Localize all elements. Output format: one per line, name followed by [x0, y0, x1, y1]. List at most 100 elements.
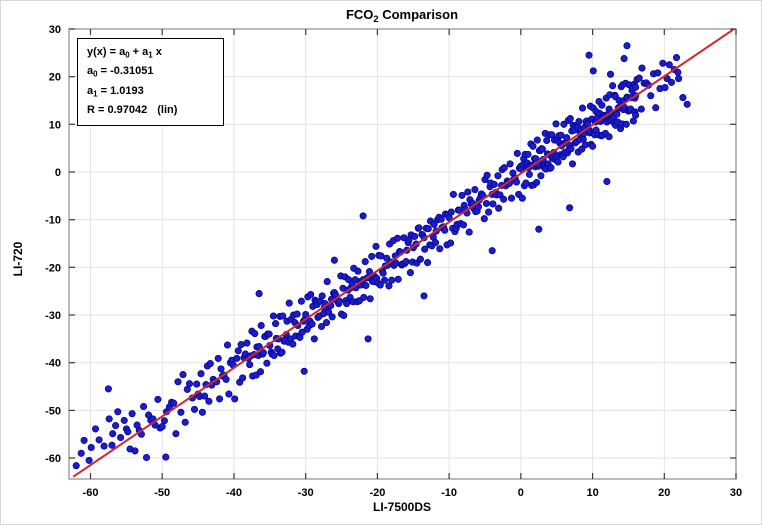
scatter-point: [606, 70, 615, 78]
scatter-point: [179, 371, 187, 379]
x-tick-label: 20: [658, 487, 670, 499]
regression-stats-box: y(x) = a0 + a1 x a0 = -0.31051 a1 = 1.01…: [77, 38, 224, 127]
scatter-point: [385, 282, 393, 290]
scatter-point: [109, 430, 117, 438]
scatter-point: [85, 456, 93, 464]
scatter-point: [524, 150, 532, 158]
scatter-point: [365, 268, 374, 276]
scatter-point: [623, 42, 631, 50]
scatter-point: [652, 104, 660, 112]
scatter-point: [217, 365, 225, 373]
scatter-point: [437, 215, 445, 223]
scatter-point: [421, 245, 429, 253]
scatter-point: [72, 462, 80, 470]
scatter-point: [518, 194, 526, 202]
scatter-point: [263, 359, 271, 367]
scatter-point: [225, 390, 233, 398]
scatter-point: [381, 276, 389, 284]
scatter-point: [620, 55, 628, 63]
scatter-point: [131, 447, 139, 455]
scatter-point: [507, 194, 516, 202]
scatter-point: [142, 453, 151, 462]
scatter-point: [234, 347, 242, 355]
scatter-point: [449, 190, 457, 198]
scatter-point: [654, 69, 662, 77]
scatter-point: [160, 417, 168, 425]
correlation-line: R = 0.97042 (lin): [87, 102, 214, 119]
scatter-point: [683, 100, 691, 108]
scatter-point: [500, 195, 508, 203]
x-tick-label: 10: [586, 487, 598, 499]
scatter-point: [201, 392, 209, 400]
scatter-point: [323, 278, 331, 286]
scatter-point: [285, 299, 293, 307]
scatter-point: [533, 178, 541, 187]
x-tick-label: 30: [730, 487, 742, 499]
scatter-point: [495, 204, 503, 212]
title-subscript: 2: [373, 13, 379, 24]
scatter-point: [632, 111, 640, 119]
scatter-point: [532, 155, 540, 163]
scatter-point: [424, 259, 432, 267]
scatter-point: [659, 59, 667, 67]
scatter-point: [297, 297, 305, 305]
scatter-point: [278, 348, 286, 356]
scatter-point: [552, 120, 560, 128]
scatter-point: [87, 443, 95, 452]
scatter-point: [535, 225, 543, 233]
scatter-point: [379, 269, 387, 277]
scatter-point: [124, 428, 132, 436]
scatter-point: [120, 416, 128, 424]
scatter-point: [359, 212, 367, 220]
r-value: R = 0.97042: [87, 104, 148, 117]
scatter-point: [483, 171, 491, 179]
scatter-point: [672, 54, 681, 62]
x-tick-label: -50: [154, 487, 170, 499]
scatter-point: [181, 418, 189, 426]
scatter-point: [554, 158, 562, 166]
scatter-point: [364, 335, 372, 343]
eq-text: y(x) = a: [87, 46, 126, 58]
scatter-point: [289, 340, 297, 348]
scatter-point: [566, 204, 574, 212]
scatter-point: [447, 239, 455, 247]
title-text: FCO: [345, 7, 374, 22]
y-tick-label: -30: [45, 310, 61, 322]
scatter-point: [269, 312, 277, 320]
scatter-point: [162, 453, 170, 461]
scatter-point: [568, 160, 577, 168]
scatter-point: [589, 142, 597, 150]
scatter-point: [436, 245, 444, 253]
scatter-point: [372, 242, 380, 250]
scatter-point: [567, 145, 575, 153]
title-text-rest: Comparison: [378, 7, 459, 22]
scatter-point: [494, 172, 502, 180]
y-tick-label: -50: [45, 405, 61, 417]
scatter-point: [100, 442, 108, 450]
scatter-point: [394, 275, 402, 283]
scatter-point: [431, 239, 440, 247]
scatter-point: [512, 178, 521, 186]
scatter-point: [293, 310, 301, 318]
scatter-point: [488, 247, 496, 255]
scatter-point: [500, 164, 508, 172]
scatter-point: [537, 172, 545, 180]
scatter-point: [206, 360, 214, 368]
scatter-point: [222, 375, 230, 383]
scatter-point: [239, 374, 247, 382]
y-tick-label: 20: [49, 72, 61, 84]
scatter-point: [91, 425, 100, 433]
scatter-point: [259, 349, 267, 357]
y-tick-label: -10: [45, 215, 61, 227]
scatter-point: [251, 330, 259, 338]
scatter-point: [198, 408, 206, 416]
scatter-point: [117, 433, 125, 442]
scatter-point: [257, 321, 265, 330]
scatter-point: [575, 117, 583, 126]
scatter-point: [237, 341, 245, 349]
chart-title: FCO2 Comparison: [346, 7, 458, 24]
scatter-point: [632, 83, 640, 91]
y-tick-label: -60: [45, 453, 61, 465]
scatter-point: [485, 208, 493, 216]
